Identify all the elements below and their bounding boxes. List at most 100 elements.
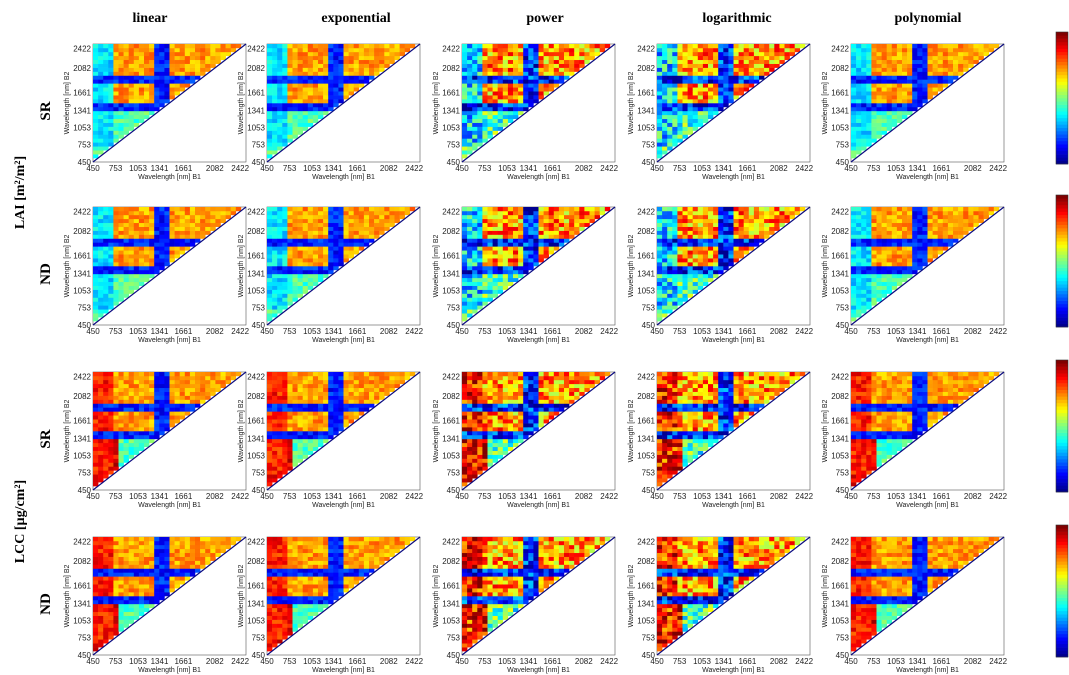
heatmap-cell [713, 273, 719, 279]
heatmap-cell [697, 63, 704, 68]
heatmap-cell [272, 289, 278, 294]
heatmap-cell [277, 258, 283, 263]
heatmap-cell [579, 214, 585, 220]
heatmap-cell [886, 114, 893, 120]
heatmap-cell [896, 99, 903, 104]
heatmap-cell [538, 226, 544, 231]
heatmap-cell [467, 51, 473, 57]
heatmap-cell [144, 250, 150, 255]
heatmap-cell [154, 269, 160, 275]
heatmap-cell [866, 222, 872, 227]
x-axis-label: Wavelength [nm] B1 [896, 174, 959, 181]
heatmap-cell [118, 207, 124, 212]
heatmap-cell [687, 238, 693, 243]
heatmap-cell [748, 51, 755, 57]
heatmap-cell [113, 419, 119, 424]
heatmap-cell [154, 238, 160, 243]
heatmap-cell [462, 269, 468, 275]
heatmap-cell [487, 262, 493, 267]
heatmap-cell [553, 214, 560, 220]
heatmap-cell [482, 210, 488, 216]
heatmap-cell [856, 134, 862, 139]
heatmap-cell [558, 55, 565, 61]
heatmap-cell [477, 273, 483, 279]
heatmap-cell [472, 309, 478, 314]
heatmap-cell [358, 218, 365, 224]
heatmap-cell [657, 207, 663, 212]
heatmap-cell [338, 51, 344, 57]
heatmap-cell [318, 234, 324, 239]
heatmap-cell [851, 222, 857, 227]
heatmap-cell [138, 44, 145, 49]
heatmap-cell [287, 126, 293, 131]
heatmap-cell [953, 71, 959, 76]
heatmap-cell [292, 95, 298, 100]
heatmap-cell [338, 226, 344, 231]
heatmap-cell [363, 67, 370, 72]
heatmap-cell [713, 110, 719, 116]
heatmap-cell [328, 238, 334, 243]
heatmap-cell [856, 103, 862, 108]
heatmap-cell [93, 258, 99, 263]
heatmap-cell [292, 258, 298, 263]
heatmap-cell [507, 246, 514, 251]
heatmap-cell [759, 47, 765, 53]
heatmap-cell [912, 234, 918, 239]
heatmap-cell [272, 138, 278, 143]
heatmap-cell [584, 47, 590, 53]
heatmap-cell [287, 238, 293, 243]
heatmap-cell [682, 91, 688, 96]
heatmap-cell [667, 91, 673, 96]
heatmap-cell [968, 210, 974, 216]
heatmap-cell [128, 446, 135, 451]
heatmap-cell [523, 258, 529, 263]
heatmap-cell [657, 55, 663, 61]
heatmap-cell [574, 230, 580, 235]
heatmap-cell [472, 269, 478, 275]
heatmap-cell [128, 454, 135, 459]
heatmap-cell [189, 59, 196, 64]
heatmap-cell [753, 71, 760, 76]
heatmap-cell [123, 281, 129, 286]
heatmap-cell [363, 238, 370, 243]
heatmap-cell [548, 222, 555, 227]
heatmap-cell [93, 478, 99, 483]
x-tick-label: 2082 [380, 164, 398, 173]
heatmap-cell [502, 114, 509, 120]
heatmap-cell [164, 214, 170, 220]
heatmap-cell [728, 262, 734, 267]
heatmap-cell [533, 95, 539, 100]
heatmap-cell [333, 262, 339, 267]
heatmap-cell [149, 230, 155, 235]
heatmap-cell [723, 258, 729, 263]
heatmap-cell [302, 226, 309, 231]
heatmap-cell [138, 210, 145, 216]
heatmap-cell [118, 395, 124, 400]
heatmap-cell [179, 79, 186, 84]
heatmap-cell [902, 99, 908, 104]
heatmap-cell [932, 91, 938, 96]
heatmap-cell [200, 230, 206, 235]
heatmap-cell [891, 91, 898, 96]
heatmap-cell [687, 254, 693, 259]
heatmap-cell [533, 226, 539, 231]
heatmap-cell [312, 95, 319, 100]
heatmap-cell [543, 55, 549, 61]
heatmap-cell [144, 431, 150, 436]
heatmap-cell [189, 242, 196, 247]
heatmap-cell [128, 118, 135, 123]
heatmap-cell [118, 281, 124, 286]
heatmap-cell [856, 67, 862, 72]
heatmap-cell [462, 313, 468, 318]
heatmap-cell [677, 71, 683, 76]
heatmap-cell [477, 83, 483, 88]
heatmap-cell [154, 47, 160, 53]
heatmap-cell [917, 103, 923, 108]
heatmap-cell [210, 383, 216, 389]
heatmap-cell [200, 399, 206, 404]
heatmap-cell [543, 250, 549, 255]
heatmap-cell [267, 91, 273, 96]
heatmap-cell [297, 242, 303, 247]
heatmap-cell [169, 214, 175, 220]
heatmap-cell [138, 446, 145, 451]
